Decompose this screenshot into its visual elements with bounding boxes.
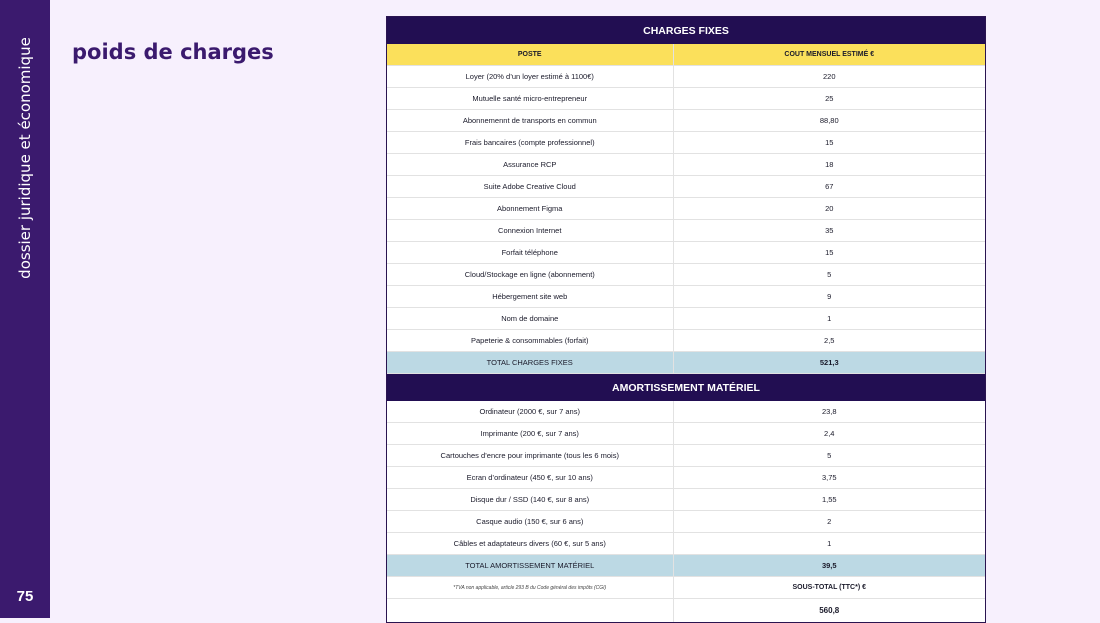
row-value: 15 [673, 241, 985, 264]
row-label: Ordinateur (2000 €, sur 7 ans) [387, 401, 674, 423]
table-row: Cartouches d’encre pour imprimante (tous… [387, 444, 985, 467]
section-title-amort: AMORTISSEMENT MATÉRIEL [387, 373, 985, 401]
row-label: Nom de domaine [387, 307, 674, 330]
table-row: Connexion Internet 35 [387, 219, 985, 242]
table-row: Forfait téléphone 15 [387, 241, 985, 264]
page-number: 75 [16, 588, 34, 605]
row-label: Assurance RCP [387, 153, 674, 176]
row-label: Cloud/Stockage en ligne (abonnement) [387, 263, 674, 286]
subtotal-empty-cell [387, 598, 674, 622]
row-label: Câbles et adaptateurs divers (60 €, sur … [387, 532, 674, 555]
row-value: 9 [673, 285, 985, 308]
row-label: Ecran d’ordinateur (450 €, sur 10 ans) [387, 466, 674, 489]
note-row: *TVA non applicable, article 293 B du Co… [387, 576, 985, 599]
charges-table: CHARGES FIXES POSTE COUT MENSUEL ESTIMÉ … [386, 16, 986, 623]
row-label: Cartouches d’encre pour imprimante (tous… [387, 444, 674, 467]
row-value: 35 [673, 219, 985, 242]
total-label-fixed: TOTAL CHARGES FIXES [387, 351, 674, 374]
sidebar: dossier juridique et économique 75 [0, 0, 50, 618]
row-value: 67 [673, 175, 985, 198]
row-label: Abonnement Figma [387, 197, 674, 220]
row-label: Abonnemennt de transports en commun [387, 109, 674, 132]
section-header-fixed: CHARGES FIXES [387, 17, 985, 44]
table-row: Loyer (20% d’un loyer estimé à 1100€) 220 [387, 65, 985, 88]
table-row: Mutuelle santé micro-entrepreneur 25 [387, 87, 985, 110]
table-row: Casque audio (150 €, sur 6 ans) 2 [387, 510, 985, 533]
table-row: Ordinateur (2000 €, sur 7 ans) 23,8 [387, 401, 985, 423]
row-label: Papeterie & consommables (forfait) [387, 329, 674, 352]
section-header-amort: AMORTISSEMENT MATÉRIEL [387, 373, 985, 401]
total-row-fixed: TOTAL CHARGES FIXES 521,3 [387, 351, 985, 374]
row-value: 1,55 [673, 488, 985, 511]
row-label: Imprimante (200 €, sur 7 ans) [387, 422, 674, 445]
table-row: Ecran d’ordinateur (450 €, sur 10 ans) 3,… [387, 466, 985, 489]
row-value: 25 [673, 87, 985, 110]
row-label: Loyer (20% d’un loyer estimé à 1100€) [387, 65, 674, 88]
table-row: Imprimante (200 €, sur 7 ans) 2,4 [387, 422, 985, 445]
table-row: Frais bancaires (compte professionnel) 15 [387, 131, 985, 154]
row-value: 20 [673, 197, 985, 220]
row-value: 18 [673, 153, 985, 176]
row-label: Mutuelle santé micro-entrepreneur [387, 87, 674, 110]
row-label: Casque audio (150 €, sur 6 ans) [387, 510, 674, 533]
column-header-cout: COUT MENSUEL ESTIMÉ € [673, 44, 985, 66]
table-row: Cloud/Stockage en ligne (abonnement) 5 [387, 263, 985, 286]
total-value-amort: 39,5 [673, 554, 985, 577]
row-value: 5 [673, 263, 985, 286]
column-header-row: POSTE COUT MENSUEL ESTIMÉ € [387, 44, 985, 66]
row-value: 23,8 [673, 401, 985, 423]
row-value: 15 [673, 131, 985, 154]
sidebar-title: dossier juridique et économique [16, 37, 34, 279]
row-label: Hébergement site web [387, 285, 674, 308]
table-row: Abonnement Figma 20 [387, 197, 985, 220]
row-value: 1 [673, 307, 985, 330]
row-label: Forfait téléphone [387, 241, 674, 264]
page-title: poids de charges [72, 40, 274, 64]
row-value: 3,75 [673, 466, 985, 489]
row-value: 1 [673, 532, 985, 555]
row-value: 5 [673, 444, 985, 467]
subtotal-value: 560,8 [819, 606, 840, 615]
table-row: Abonnemennt de transports en commun 88,80 [387, 109, 985, 132]
table-row: Assurance RCP 18 [387, 153, 985, 176]
row-value: 220 [673, 65, 985, 88]
total-label-amort: TOTAL AMORTISSEMENT MATÉRIEL [387, 554, 674, 577]
row-value: 88,80 [673, 109, 985, 132]
tva-note: *TVA non applicable, article 293 B du Co… [387, 576, 674, 599]
row-label: Frais bancaires (compte professionnel) [387, 131, 674, 154]
total-value-fixed: 521,3 [673, 351, 985, 374]
total-row-amort: TOTAL AMORTISSEMENT MATÉRIEL 39,5 [387, 554, 985, 577]
row-value: 2 [673, 510, 985, 533]
row-label: Disque dur / SSD (140 €, sur 8 ans) [387, 488, 674, 511]
table-row: Hébergement site web 9 [387, 285, 985, 308]
row-value: 2,4 [673, 422, 985, 445]
table-row: Nom de domaine 1 [387, 307, 985, 330]
row-label: Suite Adobe Creative Cloud [387, 175, 674, 198]
table-row: Disque dur / SSD (140 €, sur 8 ans) 1,55 [387, 488, 985, 511]
table-row: Papeterie & consommables (forfait) 2,5 [387, 329, 985, 352]
table-row: Suite Adobe Creative Cloud 67 [387, 175, 985, 198]
column-header-poste: POSTE [387, 44, 674, 66]
section-title-fixed: CHARGES FIXES [387, 17, 985, 44]
row-label: Connexion Internet [387, 219, 674, 242]
subtotal-label: SOUS-TOTAL (TTC*) € [673, 576, 985, 599]
subtotal-row: 560,8 [387, 598, 985, 622]
table-row: Câbles et adaptateurs divers (60 €, sur … [387, 532, 985, 555]
row-value: 2,5 [673, 329, 985, 352]
